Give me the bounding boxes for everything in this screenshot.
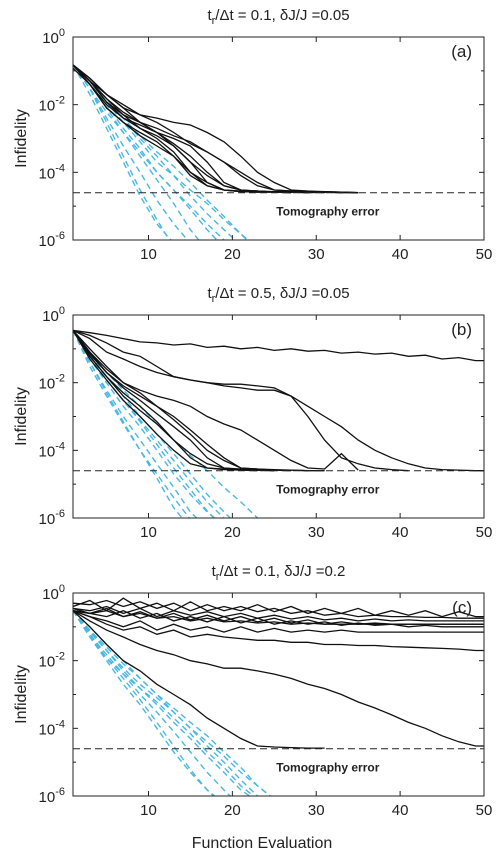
x-tick-label: 20 bbox=[224, 802, 241, 819]
y-axis-label: Infidelity bbox=[13, 387, 30, 446]
series-line-solid bbox=[73, 597, 484, 618]
series-line-dashed bbox=[73, 64, 218, 240]
panel-title-main: t bbox=[212, 563, 217, 580]
x-tick-label: 40 bbox=[392, 524, 409, 541]
x-tick-label: 40 bbox=[392, 802, 409, 819]
x-tick-label: 30 bbox=[308, 524, 325, 541]
series-line-dashed bbox=[73, 330, 191, 518]
panel-label: (b) bbox=[451, 320, 472, 339]
y-tick-label: 100 bbox=[42, 583, 65, 603]
series-line-solid bbox=[73, 610, 484, 652]
x-tick-label: 50 bbox=[476, 802, 493, 819]
series-line-dashed bbox=[73, 610, 252, 796]
x-tick-label: 20 bbox=[224, 524, 241, 541]
x-tick-label: 50 bbox=[476, 246, 493, 263]
series-line-dashed bbox=[73, 610, 215, 796]
series-group bbox=[73, 329, 484, 518]
x-tick-label: 30 bbox=[308, 246, 325, 263]
x-tick-label: 40 bbox=[392, 246, 409, 263]
series-line-solid bbox=[73, 329, 484, 362]
y-tick-label: 10-4 bbox=[39, 440, 65, 460]
series-line-solid bbox=[73, 64, 359, 194]
series-line-solid bbox=[73, 67, 342, 194]
panel-title-sub: r bbox=[212, 293, 216, 305]
y-tick-label: 10-4 bbox=[39, 162, 65, 182]
panel-0: tr/Δt = 0.1, δJ/J =0.05 Tomography error 1… bbox=[13, 7, 492, 263]
panel-title-main: t bbox=[207, 285, 212, 302]
y-tick-label: 10-6 bbox=[39, 786, 65, 806]
series-group bbox=[73, 597, 484, 796]
series-line-dashed bbox=[73, 330, 216, 518]
reference-label: Tomography error bbox=[276, 483, 379, 497]
y-tick-label: 100 bbox=[42, 305, 65, 325]
series-line-dashed bbox=[73, 64, 237, 240]
y-tick-label: 10-6 bbox=[39, 230, 65, 250]
y-tick-label: 10-2 bbox=[39, 373, 65, 393]
series-line-solid bbox=[73, 610, 484, 633]
y-axis-label: Infidelity bbox=[13, 109, 30, 168]
panel-title-sub: r bbox=[212, 15, 216, 27]
series-line-solid bbox=[73, 329, 409, 472]
series-group bbox=[73, 64, 359, 240]
panel-title-sub: r bbox=[216, 571, 220, 583]
panel-label: (a) bbox=[451, 42, 472, 61]
series-line-solid bbox=[73, 599, 484, 619]
series-line-dashed bbox=[73, 64, 172, 240]
x-tick-label: 10 bbox=[140, 802, 157, 819]
series-line-solid bbox=[73, 64, 359, 194]
series-line-solid bbox=[73, 605, 484, 622]
series-line-solid bbox=[73, 330, 275, 472]
panel-title-rest: /Δt = 0.1, δJ/J =0.05 bbox=[215, 7, 349, 24]
y-tick-label: 10-2 bbox=[39, 651, 65, 671]
y-tick-label: 100 bbox=[42, 27, 65, 47]
series-line-solid bbox=[73, 330, 308, 472]
series-line-dashed bbox=[73, 610, 272, 796]
series-line-solid bbox=[73, 64, 359, 194]
x-tick-label: 50 bbox=[476, 524, 493, 541]
panel-2: tr/Δt = 0.1, δJ/J =0.2 Tomography error 10… bbox=[13, 563, 492, 819]
x-tick-label: 30 bbox=[308, 802, 325, 819]
x-tick-label: 20 bbox=[224, 246, 241, 263]
y-tick-label: 10-2 bbox=[39, 95, 65, 115]
panel-1: tr/Δt = 0.5, δJ/J =0.05 Tomography error 1… bbox=[13, 285, 492, 541]
series-line-solid bbox=[73, 329, 484, 472]
panel-title-main: t bbox=[207, 7, 212, 24]
panel-title-rest: /Δt = 0.1, δJ/J =0.2 bbox=[219, 563, 345, 580]
series-line-dashed bbox=[73, 330, 183, 518]
series-line-dashed bbox=[73, 610, 232, 796]
series-line-dashed bbox=[73, 610, 216, 796]
series-line-solid bbox=[73, 610, 325, 749]
reference-label: Tomography error bbox=[276, 761, 379, 775]
x-axis-label: Function Evaluation bbox=[192, 835, 333, 852]
series-line-dashed bbox=[73, 330, 215, 518]
series-line-solid bbox=[73, 64, 359, 194]
x-tick-label: 10 bbox=[140, 246, 157, 263]
panel-title-rest: /Δt = 0.5, δJ/J =0.05 bbox=[215, 285, 349, 302]
series-line-solid bbox=[73, 64, 308, 194]
series-line-solid bbox=[73, 610, 484, 747]
series-line-solid bbox=[73, 64, 292, 194]
series-line-dashed bbox=[73, 610, 255, 796]
y-tick-label: 10-6 bbox=[39, 508, 65, 528]
series-line-solid bbox=[73, 607, 484, 625]
panel-title: tr/Δt = 0.1, δJ/J =0.05 bbox=[207, 7, 349, 27]
series-line-dashed bbox=[73, 329, 259, 518]
reference-label: Tomography error bbox=[276, 205, 379, 219]
panel-title: tr/Δt = 0.5, δJ/J =0.05 bbox=[207, 285, 349, 305]
panel-title: tr/Δt = 0.1, δJ/J =0.2 bbox=[212, 563, 346, 583]
y-axis-label: Infidelity bbox=[13, 665, 30, 724]
x-tick-label: 10 bbox=[140, 524, 157, 541]
y-tick-label: 10-4 bbox=[39, 718, 65, 738]
panel-label: (c) bbox=[452, 598, 472, 617]
series-line-dashed bbox=[73, 64, 171, 240]
